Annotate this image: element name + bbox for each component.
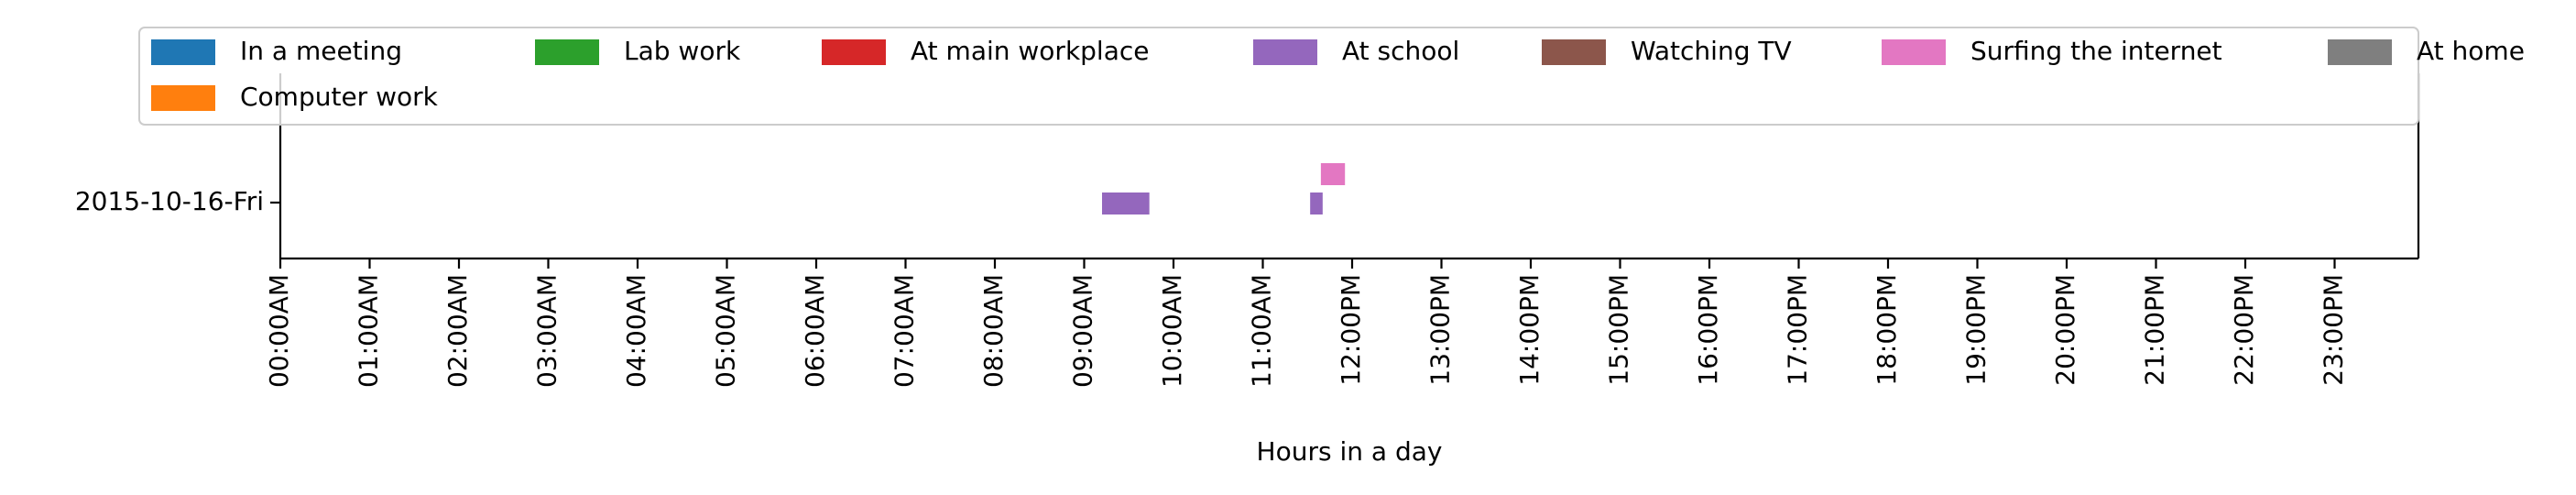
legend-label: At main workplace [911,36,1150,66]
legend-swatch [2328,39,2392,65]
x-tick-label: 20:00PM [2050,274,2080,386]
x-tick-label: 22:00PM [2229,274,2259,386]
x-tick-label: 23:00PM [2319,274,2349,386]
x-tick-label: 03:00AM [532,274,562,388]
x-tick-label: 10:00AM [1157,274,1187,388]
y-axis: 2015-10-16-Fri [75,186,280,216]
x-tick-label: 07:00AM [890,274,920,388]
legend-label: In a meeting [240,36,402,66]
x-tick-label: 13:00PM [1425,274,1456,386]
legend-label: Surfing the internet [1970,36,2222,66]
legend-label: Computer work [240,82,439,112]
x-tick-label: 12:00PM [1336,274,1366,386]
x-tick-label: 11:00AM [1247,274,1277,388]
x-tick-label: 05:00AM [711,274,741,388]
x-tick-label: 09:00AM [1068,274,1098,388]
legend-label: At home [2417,36,2525,66]
x-tick-label: 00:00AM [264,274,294,388]
legend-swatch [822,39,886,65]
legend-swatch [535,39,599,65]
x-tick-label: 21:00PM [2140,274,2170,386]
x-tick-label: 15:00PM [1604,274,1634,386]
x-tick-label: 14:00PM [1514,274,1545,386]
legend-swatch [151,39,215,65]
x-tick-label: 01:00AM [354,274,384,388]
activity-bar [1320,163,1346,185]
x-tick-label: 04:00AM [621,274,651,388]
legend-label: Lab work [624,36,741,66]
x-axis: 00:00AM 01:00AM 02:00AM 03:00AM 04:00AM 05:00… [264,258,2349,388]
x-tick-label: 02:00AM [442,274,473,388]
legend-swatch [1253,39,1317,65]
x-tick-label: 06:00AM [800,274,830,388]
x-tick-label: 17:00PM [1783,274,1813,386]
x-tick-label: 16:00PM [1693,274,1723,386]
legend: In a meeting Computer work Lab work At main… [138,27,2525,126]
activity-bars [1102,163,1346,214]
legend-swatch [1542,39,1606,65]
activity-bar [1102,192,1150,214]
x-tick-label: 18:00PM [1872,274,1902,386]
x-tick-label: 19:00PM [1961,274,1992,386]
legend-label: At school [1342,36,1459,66]
legend-label: Watching TV [1631,36,1792,66]
legend-swatch [151,85,215,111]
x-axis-label: Hours in a day [1257,436,1443,467]
legend-swatch [1882,39,1946,65]
x-tick-label: 08:00AM [978,274,1009,388]
y-tick-label: 2015-10-16-Fri [75,186,264,216]
legend-frame [138,27,2419,126]
activity-bar [1310,192,1323,214]
